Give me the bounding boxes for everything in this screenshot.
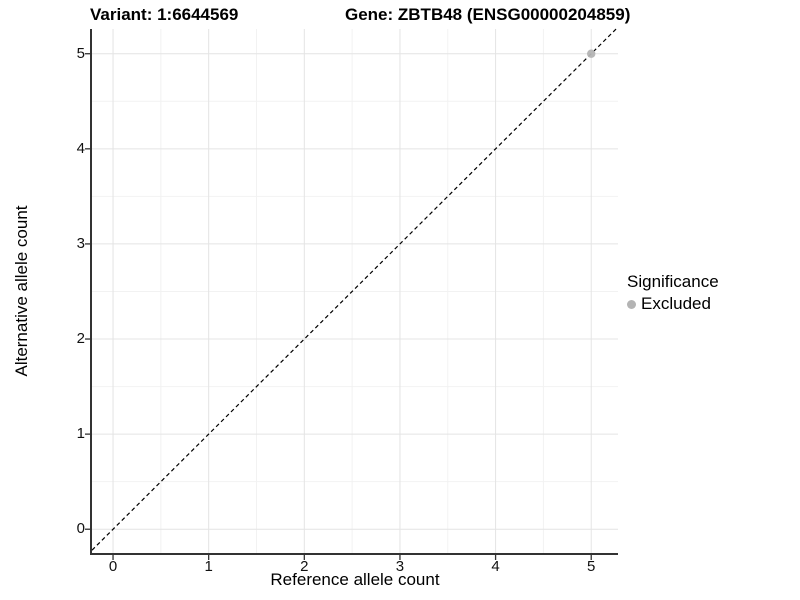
y-tick-label: 5 <box>76 44 85 62</box>
x-tick-label: 3 <box>395 558 405 575</box>
legend-point-icon <box>627 299 636 309</box>
legend: Significance Excluded <box>627 272 719 314</box>
x-tick-label: 0 <box>108 558 118 575</box>
x-tick-label: 2 <box>300 558 309 575</box>
x-tick-label: 4 <box>491 558 500 575</box>
x-tick-label: 1 <box>204 558 213 575</box>
x-tick-label: 5 <box>587 558 596 575</box>
legend-entry-label: Excluded <box>641 294 711 313</box>
plot-title-variant: Variant: 1:6644569 <box>90 5 239 24</box>
y-tick-label: 1 <box>76 425 85 443</box>
identity-line <box>91 28 617 551</box>
y-tick-label: 0 <box>76 520 85 538</box>
y-tick-label: 2 <box>76 330 85 348</box>
legend-entry: Excluded <box>627 294 719 314</box>
y-axis-label: Alternative allele count <box>12 205 31 377</box>
y-tick-label: 3 <box>76 234 85 252</box>
plot-title-gene: Gene: ZBTB48 (ENSG00000204859) <box>345 5 631 24</box>
y-tick-label: 4 <box>76 139 85 157</box>
legend-title: Significance <box>627 272 719 291</box>
data-point <box>587 49 596 58</box>
x-axis-label: Reference allele count <box>270 570 440 589</box>
